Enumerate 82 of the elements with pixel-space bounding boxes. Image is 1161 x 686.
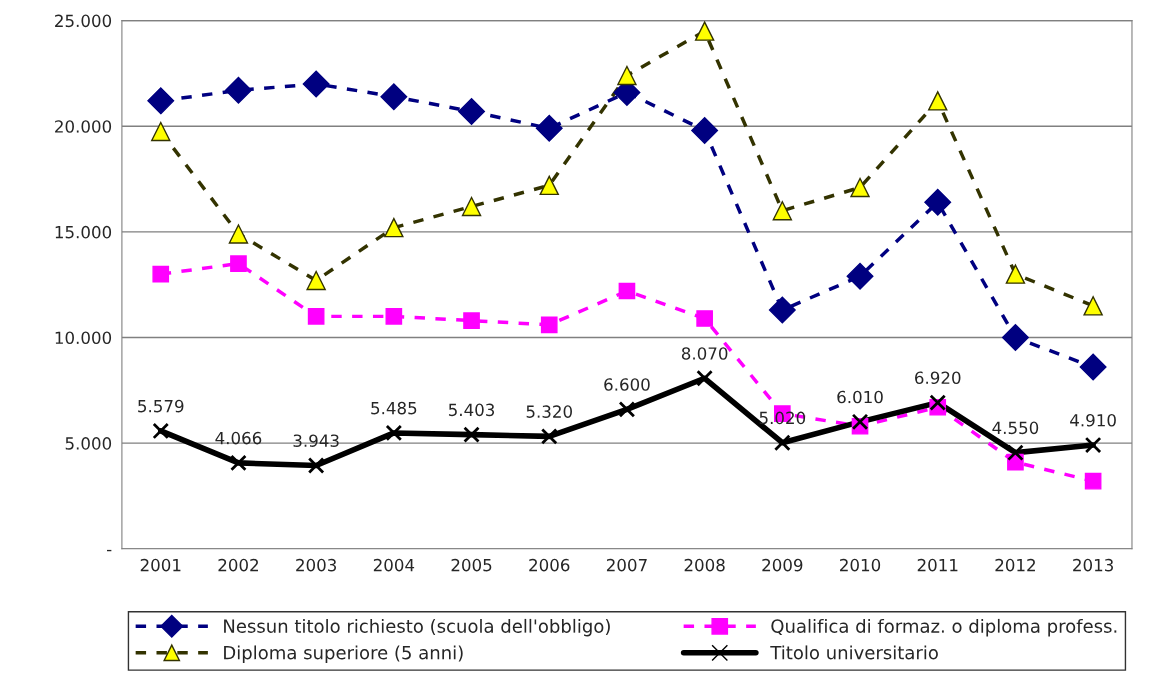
point (846, 262, 874, 290)
point (230, 255, 247, 272)
point (1001, 324, 1029, 351)
point (151, 121, 171, 142)
point (458, 97, 486, 125)
point (307, 308, 325, 325)
data-label: 5.579 (138, 399, 184, 413)
point (928, 91, 948, 111)
data-label: 4.550 (992, 421, 1039, 435)
legend-label: Diploma superiore (5 anni) (224, 645, 463, 663)
point (1079, 353, 1107, 381)
x-tick-label: 2001 (140, 558, 181, 572)
y-tick-label: 20.000 (55, 120, 112, 133)
point (694, 21, 715, 41)
data-label: 5.485 (371, 401, 417, 415)
data-label: 6.600 (604, 378, 650, 391)
point (768, 296, 796, 324)
point (1083, 296, 1103, 316)
point (851, 413, 869, 431)
data-label: 6.920 (915, 371, 961, 385)
point (1005, 264, 1026, 284)
x-tick-label: 2004 (373, 558, 415, 572)
x-tick-label: 2010 (840, 558, 881, 572)
point (152, 265, 170, 283)
data-label: 6.010 (837, 390, 883, 404)
legend-label: Nessun titolo richiesto (scuola dell'obbligo) (224, 618, 610, 637)
y-tick-label: 25.000 (55, 14, 112, 28)
data-label: 5.403 (448, 403, 495, 417)
point (696, 369, 713, 387)
legend-label: Qualifica di formaz. o diploma profess. (771, 618, 1117, 637)
x-tick-label: 2008 (684, 558, 725, 572)
data-label: 8.070 (681, 347, 728, 360)
point (1084, 472, 1102, 490)
point (147, 87, 175, 115)
data-label: 3.943 (293, 434, 339, 447)
point (929, 394, 947, 411)
point (618, 282, 636, 300)
data-label: 5.320 (526, 405, 572, 418)
data-label: 4.910 (1070, 413, 1116, 427)
point (152, 422, 170, 440)
y-tick-label: 15.000 (55, 225, 112, 239)
point (617, 65, 637, 86)
point (306, 270, 326, 291)
y-tick-label: 10.000 (55, 331, 112, 345)
point (540, 428, 558, 445)
point (535, 114, 563, 142)
point (380, 83, 408, 111)
point (924, 188, 952, 216)
point (461, 196, 482, 217)
point (539, 175, 559, 196)
x-tick-label: 2002 (218, 558, 258, 572)
x-tick-label: 2005 (451, 558, 492, 572)
point (463, 312, 480, 329)
point (385, 424, 403, 442)
point (1007, 444, 1024, 461)
point (384, 217, 404, 238)
x-tick-label: 2007 (606, 558, 647, 572)
point (307, 457, 325, 474)
point (230, 454, 247, 472)
point (228, 224, 249, 244)
point (618, 401, 636, 418)
point (540, 316, 558, 334)
point (1084, 436, 1102, 454)
point (850, 177, 870, 198)
point (696, 310, 713, 327)
y-tick-label: 5.000 (65, 437, 112, 450)
x-tick-label: 2013 (1073, 558, 1113, 572)
point (224, 76, 252, 104)
point (463, 426, 480, 443)
x-tick-label: 2011 (917, 558, 958, 572)
point (691, 116, 719, 144)
x-tick-label: 2003 (296, 558, 337, 572)
x-tick-label: 2009 (762, 558, 803, 572)
point (772, 201, 793, 221)
point (774, 434, 791, 452)
x-tick-label: 2006 (529, 558, 570, 572)
point (302, 70, 330, 98)
point (385, 308, 403, 325)
data-label: 4.066 (215, 431, 262, 445)
x-tick-label: 2012 (995, 558, 1035, 572)
y-tick-label: - (106, 549, 112, 552)
legend-label: Titolo universitario (770, 645, 938, 660)
